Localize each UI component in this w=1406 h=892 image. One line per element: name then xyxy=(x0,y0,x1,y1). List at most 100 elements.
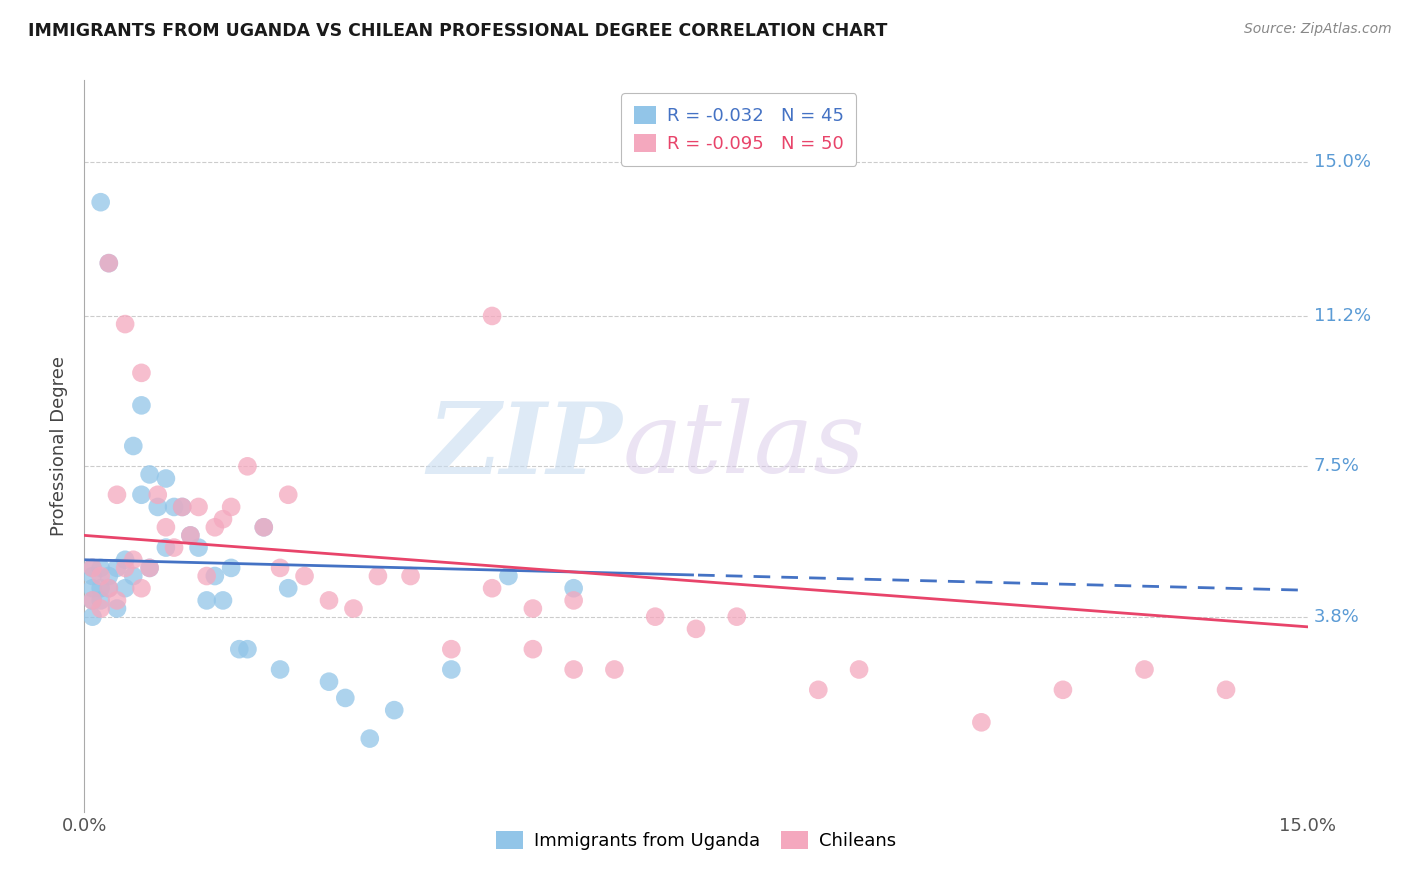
Point xyxy=(342,601,364,615)
Point xyxy=(82,593,104,607)
Point xyxy=(90,581,112,595)
Point xyxy=(204,569,226,583)
Point xyxy=(90,593,112,607)
Point xyxy=(105,593,128,607)
Point xyxy=(163,541,186,555)
Point xyxy=(163,500,186,514)
Point xyxy=(114,581,136,595)
Point xyxy=(179,528,201,542)
Point xyxy=(97,581,120,595)
Point xyxy=(253,520,276,534)
Point xyxy=(335,690,357,705)
Point xyxy=(172,500,194,514)
Point xyxy=(105,488,128,502)
Point xyxy=(82,593,104,607)
Point xyxy=(138,561,160,575)
Point xyxy=(82,561,104,575)
Point xyxy=(685,622,707,636)
Point xyxy=(195,569,218,583)
Point xyxy=(131,398,153,412)
Point xyxy=(367,569,389,583)
Point xyxy=(481,581,503,595)
Point xyxy=(122,439,145,453)
Point xyxy=(172,500,194,514)
Point xyxy=(82,569,104,583)
Point xyxy=(82,609,104,624)
Point xyxy=(1133,663,1156,677)
Point xyxy=(90,569,112,583)
Point xyxy=(318,674,340,689)
Legend: Immigrants from Uganda, Chileans: Immigrants from Uganda, Chileans xyxy=(488,823,904,857)
Point xyxy=(440,663,463,677)
Y-axis label: Professional Degree: Professional Degree xyxy=(51,356,69,536)
Point xyxy=(562,593,585,607)
Point xyxy=(105,561,128,575)
Point xyxy=(131,488,153,502)
Point xyxy=(131,366,153,380)
Point xyxy=(562,663,585,677)
Point xyxy=(562,581,585,595)
Point xyxy=(481,309,503,323)
Point xyxy=(90,195,112,210)
Point xyxy=(644,609,666,624)
Point xyxy=(97,569,120,583)
Point xyxy=(122,569,145,583)
Point xyxy=(399,569,422,583)
Point xyxy=(138,561,160,575)
Text: 15.0%: 15.0% xyxy=(1313,153,1371,170)
Point xyxy=(522,642,544,657)
Point xyxy=(97,256,120,270)
Point xyxy=(114,553,136,567)
Text: 7.5%: 7.5% xyxy=(1313,458,1360,475)
Point xyxy=(195,593,218,607)
Point xyxy=(155,471,177,485)
Point xyxy=(807,682,830,697)
Point xyxy=(522,601,544,615)
Point xyxy=(114,317,136,331)
Point xyxy=(318,593,340,607)
Point xyxy=(269,561,291,575)
Point xyxy=(114,561,136,575)
Point xyxy=(382,703,405,717)
Point xyxy=(253,520,276,534)
Point xyxy=(138,467,160,482)
Point xyxy=(970,715,993,730)
Point xyxy=(440,642,463,657)
Point xyxy=(219,500,242,514)
Point xyxy=(498,569,520,583)
Point xyxy=(146,500,169,514)
Point xyxy=(131,581,153,595)
Point xyxy=(122,553,145,567)
Point xyxy=(97,581,120,595)
Point xyxy=(228,642,250,657)
Text: atlas: atlas xyxy=(623,399,865,493)
Text: ZIP: ZIP xyxy=(427,398,623,494)
Point xyxy=(1215,682,1237,697)
Point xyxy=(146,488,169,502)
Point xyxy=(603,663,626,677)
Point xyxy=(97,256,120,270)
Text: 3.8%: 3.8% xyxy=(1313,607,1360,625)
Point xyxy=(105,601,128,615)
Text: 11.2%: 11.2% xyxy=(1313,307,1371,325)
Point xyxy=(212,593,235,607)
Point xyxy=(236,459,259,474)
Point xyxy=(1052,682,1074,697)
Point xyxy=(187,541,209,555)
Point xyxy=(212,512,235,526)
Point xyxy=(155,541,177,555)
Text: Source: ZipAtlas.com: Source: ZipAtlas.com xyxy=(1244,22,1392,37)
Point xyxy=(277,581,299,595)
Point xyxy=(269,663,291,677)
Point xyxy=(90,601,112,615)
Point xyxy=(90,561,112,575)
Point xyxy=(219,561,242,575)
Point xyxy=(359,731,381,746)
Point xyxy=(277,488,299,502)
Point xyxy=(82,561,104,575)
Point xyxy=(82,581,104,595)
Point xyxy=(204,520,226,534)
Point xyxy=(155,520,177,534)
Text: IMMIGRANTS FROM UGANDA VS CHILEAN PROFESSIONAL DEGREE CORRELATION CHART: IMMIGRANTS FROM UGANDA VS CHILEAN PROFES… xyxy=(28,22,887,40)
Point xyxy=(179,528,201,542)
